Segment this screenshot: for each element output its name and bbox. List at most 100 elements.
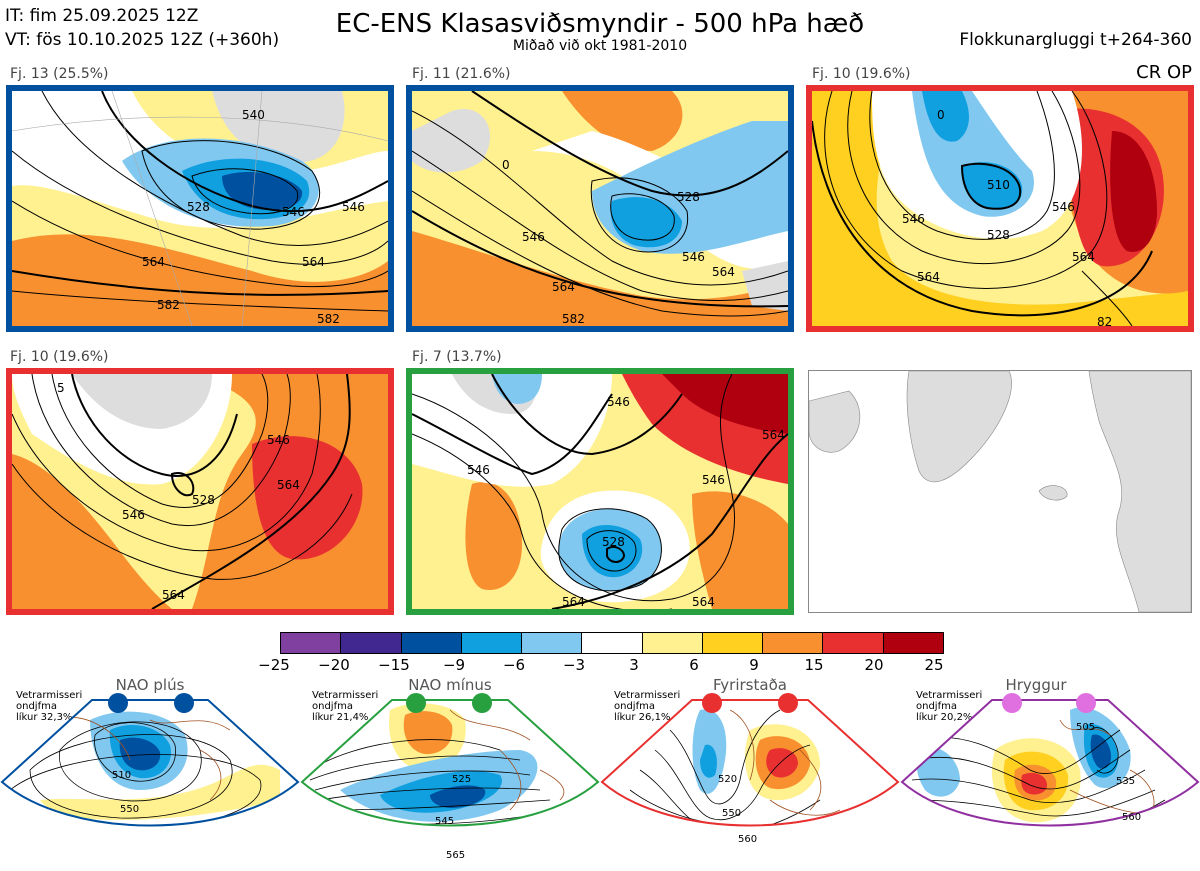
- contour-label: 528: [192, 493, 215, 507]
- panel-1-label: Fj. 13 (25.5%): [10, 66, 109, 82]
- contour-label: 546: [607, 395, 630, 409]
- regime-contour-label: 510: [112, 770, 131, 781]
- contour-label: 546: [702, 473, 725, 487]
- colorbar-tick-label: 20: [864, 656, 884, 674]
- regime-dot: [1076, 693, 1096, 713]
- contour-label: 564: [142, 255, 165, 269]
- panel-5-label: Fj. 7 (13.7%): [412, 349, 502, 365]
- contour-label: 582: [317, 312, 340, 326]
- contour-label: 564: [302, 255, 325, 269]
- colorbar-tick-label: 9: [749, 656, 759, 674]
- colorbar-segment: [883, 633, 943, 653]
- contour-label: 0: [502, 158, 510, 172]
- contour-label: 540: [242, 108, 265, 122]
- colorbar-segment: [823, 633, 884, 653]
- colorbar-segment: [461, 633, 523, 653]
- contour-label: 528: [677, 190, 700, 204]
- regime-contour-label: 520: [718, 774, 737, 785]
- contour-label: 546: [902, 212, 925, 226]
- contour-label: 564: [552, 280, 575, 294]
- regime-contour-label: 535: [1116, 776, 1135, 787]
- contour-label: 564: [562, 595, 585, 609]
- contour-label: 546: [522, 230, 545, 244]
- contour-label: 528: [602, 535, 625, 549]
- contour-label: 546: [267, 433, 290, 447]
- colorbar-tick-label: −6: [502, 656, 526, 674]
- colorbar: [280, 632, 944, 654]
- valid-time: VT: fös 10.10.2025 12Z (+360h): [5, 30, 280, 50]
- regime-name: Hryggur: [1005, 676, 1067, 694]
- colorbar-tick-label: −20: [318, 656, 350, 674]
- colorbar-tick-label: 15: [804, 656, 824, 674]
- contour-label: 582: [157, 298, 180, 312]
- colorbar-segment: [642, 633, 703, 653]
- cluster-map-4: 5 546 528 546 564 564: [6, 368, 394, 615]
- colorbar-segment: [281, 633, 342, 653]
- regime-contour-label: 550: [722, 808, 741, 819]
- regime-dot: [472, 693, 492, 713]
- colorbar-tick-label: −25: [258, 656, 290, 674]
- contour-label: 82: [1097, 315, 1112, 326]
- colorbar-tick-label: −9: [442, 656, 466, 674]
- regime-dot: [108, 693, 128, 713]
- regime-contour-label: 525: [452, 774, 471, 785]
- contour-label: 564: [692, 595, 715, 609]
- contour-label: 564: [162, 588, 185, 602]
- panel-4-label: Fj. 10 (19.6%): [10, 349, 109, 365]
- regime-stat: Vetrarmisseri ondjfma líkur 21,4%: [312, 690, 379, 723]
- colorbar-segment: [522, 633, 583, 653]
- contour-label: 546: [282, 205, 305, 219]
- regime-map-nao-minus: 525 545 565: [300, 699, 600, 861]
- regime-map-nao-plus: 510 550: [0, 699, 300, 827]
- regime-contour-label: 560: [1122, 812, 1141, 823]
- contour-label: 564: [762, 428, 785, 442]
- contour-label: 582: [562, 312, 585, 326]
- contour-label: 546: [682, 250, 705, 264]
- page-title: EC-ENS Klasasviðsmyndir - 500 hPa hæð: [335, 9, 865, 39]
- regime-stat: Vetrarmisseri ondjfma líkur 26,1%: [614, 690, 681, 723]
- regime-dot: [406, 693, 426, 713]
- page-subtitle: Miðað við okt 1981-2010: [512, 38, 688, 54]
- colorbar-segment: [763, 633, 824, 653]
- regime-name: NAO mínus: [408, 676, 492, 694]
- colorbar-tick-label: 3: [629, 656, 639, 674]
- contour-label: 546: [342, 200, 365, 214]
- contour-label: 564: [277, 478, 300, 492]
- contour-label: 5: [57, 381, 65, 395]
- regime-contour-label: 550: [120, 804, 139, 815]
- classification-window: Flokkunargluggi t+264-360: [959, 30, 1192, 50]
- regime-map-hryggur: 505 535 560: [900, 699, 1200, 827]
- regime-dot: [1002, 693, 1022, 713]
- contour-label: 510: [987, 178, 1010, 192]
- colorbar-segment: [401, 633, 462, 653]
- colorbar-tick-label: −15: [378, 656, 410, 674]
- contour-label: 564: [917, 270, 940, 284]
- regime-contour-label: 565: [446, 850, 465, 861]
- cluster-map-5: 546 546 546 564 528 564 564: [406, 368, 794, 615]
- colorbar-segment: [341, 633, 402, 653]
- regime-contour-label: 505: [1076, 722, 1095, 733]
- panel-2-label: Fj. 11 (21.6%): [412, 66, 511, 82]
- contour-label: 528: [187, 200, 210, 214]
- contour-label: 528: [987, 228, 1010, 242]
- colorbar-segment: [582, 633, 643, 653]
- regime-map-fyrirstada: 520 550 560: [600, 699, 900, 845]
- regime-dot: [702, 693, 722, 713]
- regime-stat: Vetrarmisseri ondjfma líkur 20,2%: [916, 690, 983, 723]
- colorbar-tick-label: 6: [689, 656, 699, 674]
- colorbar-segment: [702, 633, 764, 653]
- regime-name: NAO plús: [115, 676, 185, 694]
- cluster-map-2: 0 528 546 564 546 564 582: [406, 85, 794, 332]
- contour-label: 546: [1052, 200, 1075, 214]
- contour-label: 546: [122, 508, 145, 522]
- panel-3-label: Fj. 10 (19.6%): [812, 66, 911, 82]
- regime-name: Fyrirstaða: [713, 676, 787, 694]
- cr-op-label: CR OP: [1136, 62, 1192, 83]
- regime-dot: [174, 693, 194, 713]
- regime-stat: Vetrarmisseri ondjfma líkur 32,3%: [16, 690, 83, 723]
- contour-label: 564: [712, 265, 735, 279]
- header-info: IT: fim 25.09.2025 12Z VT: fös 10.10.202…: [5, 4, 279, 52]
- regime-contour-label: 560: [738, 834, 757, 845]
- initial-time: IT: fim 25.09.2025 12Z: [5, 6, 199, 26]
- cluster-map-1: 540 528 546 546 564 564 582 582: [6, 85, 394, 332]
